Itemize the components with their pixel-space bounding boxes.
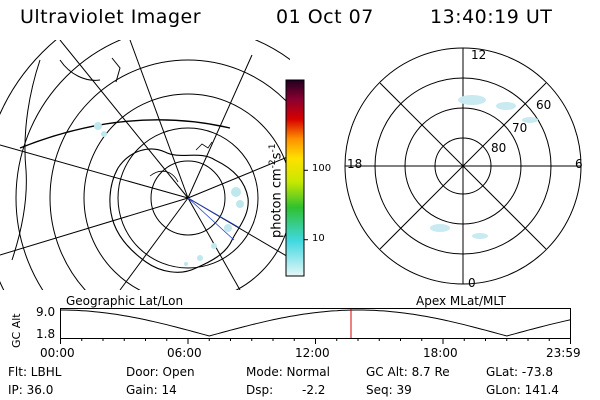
lat-label-60: 60 — [536, 98, 552, 112]
time-label: 13:40:19 UT — [430, 6, 553, 28]
x-tick-6: 06:00 — [167, 346, 202, 360]
timeline-y-tick-bottom: 1.8 — [36, 327, 56, 341]
ip-info: IP: 36.0 — [8, 383, 54, 397]
unit-main: photon cm — [269, 168, 285, 238]
app-title: Ultraviolet Imager — [20, 6, 202, 28]
glat-info: GLat: -73.8 — [486, 365, 553, 379]
gain-info: Gain: 14 — [126, 383, 177, 397]
glon-info: GLon: 141.4 — [486, 383, 559, 397]
mlt-label-12: 12 — [471, 48, 487, 62]
x-tick-0: 00:00 — [40, 346, 75, 360]
colorbar-unit-label: photon cm-2s-1 — [268, 144, 284, 238]
dsp-value: -2.2 — [302, 383, 326, 397]
colorbar-tick-label: 100 — [312, 163, 332, 175]
mlt-label-18: 18 — [347, 157, 363, 171]
dsp-label: Dsp: — [246, 383, 274, 397]
lat-label-80: 80 — [491, 141, 507, 155]
timeline-y-tick-top: 9.0 — [36, 305, 56, 319]
timeline-y-label: GC Alt — [10, 313, 23, 348]
x-tick-12: 12:00 — [295, 346, 330, 360]
date-label: 01 Oct 07 — [276, 6, 374, 28]
mode-info: Mode: Normal — [246, 365, 330, 379]
colorbar-tick-label: 10 — [312, 232, 325, 244]
unit-exp1: -2 — [268, 159, 278, 169]
mlt-label-6: 6 — [575, 157, 583, 171]
door-info: Door: Open — [126, 365, 195, 379]
timeline-plot — [60, 308, 571, 344]
timeline-left-title: Geographic Lat/Lon — [66, 294, 184, 308]
x-tick-2359: 23:59 — [546, 346, 581, 360]
geographic-map — [0, 40, 290, 290]
seq-info: Seq: 39 — [366, 383, 412, 397]
lat-label-70: 70 — [512, 121, 528, 135]
polar-plot — [344, 47, 582, 285]
mlt-label-0: 0 — [468, 276, 476, 290]
timeline-right-title: Apex MLat/MLT — [416, 294, 506, 308]
filter-info: Flt: LBHL — [8, 365, 62, 379]
unit-s: s — [269, 152, 285, 160]
gc-alt-info: GC Alt: 8.7 Re — [366, 365, 450, 379]
x-tick-18: 18:00 — [423, 346, 458, 360]
colorbar — [285, 79, 308, 277]
unit-exp2: -1 — [268, 143, 278, 153]
